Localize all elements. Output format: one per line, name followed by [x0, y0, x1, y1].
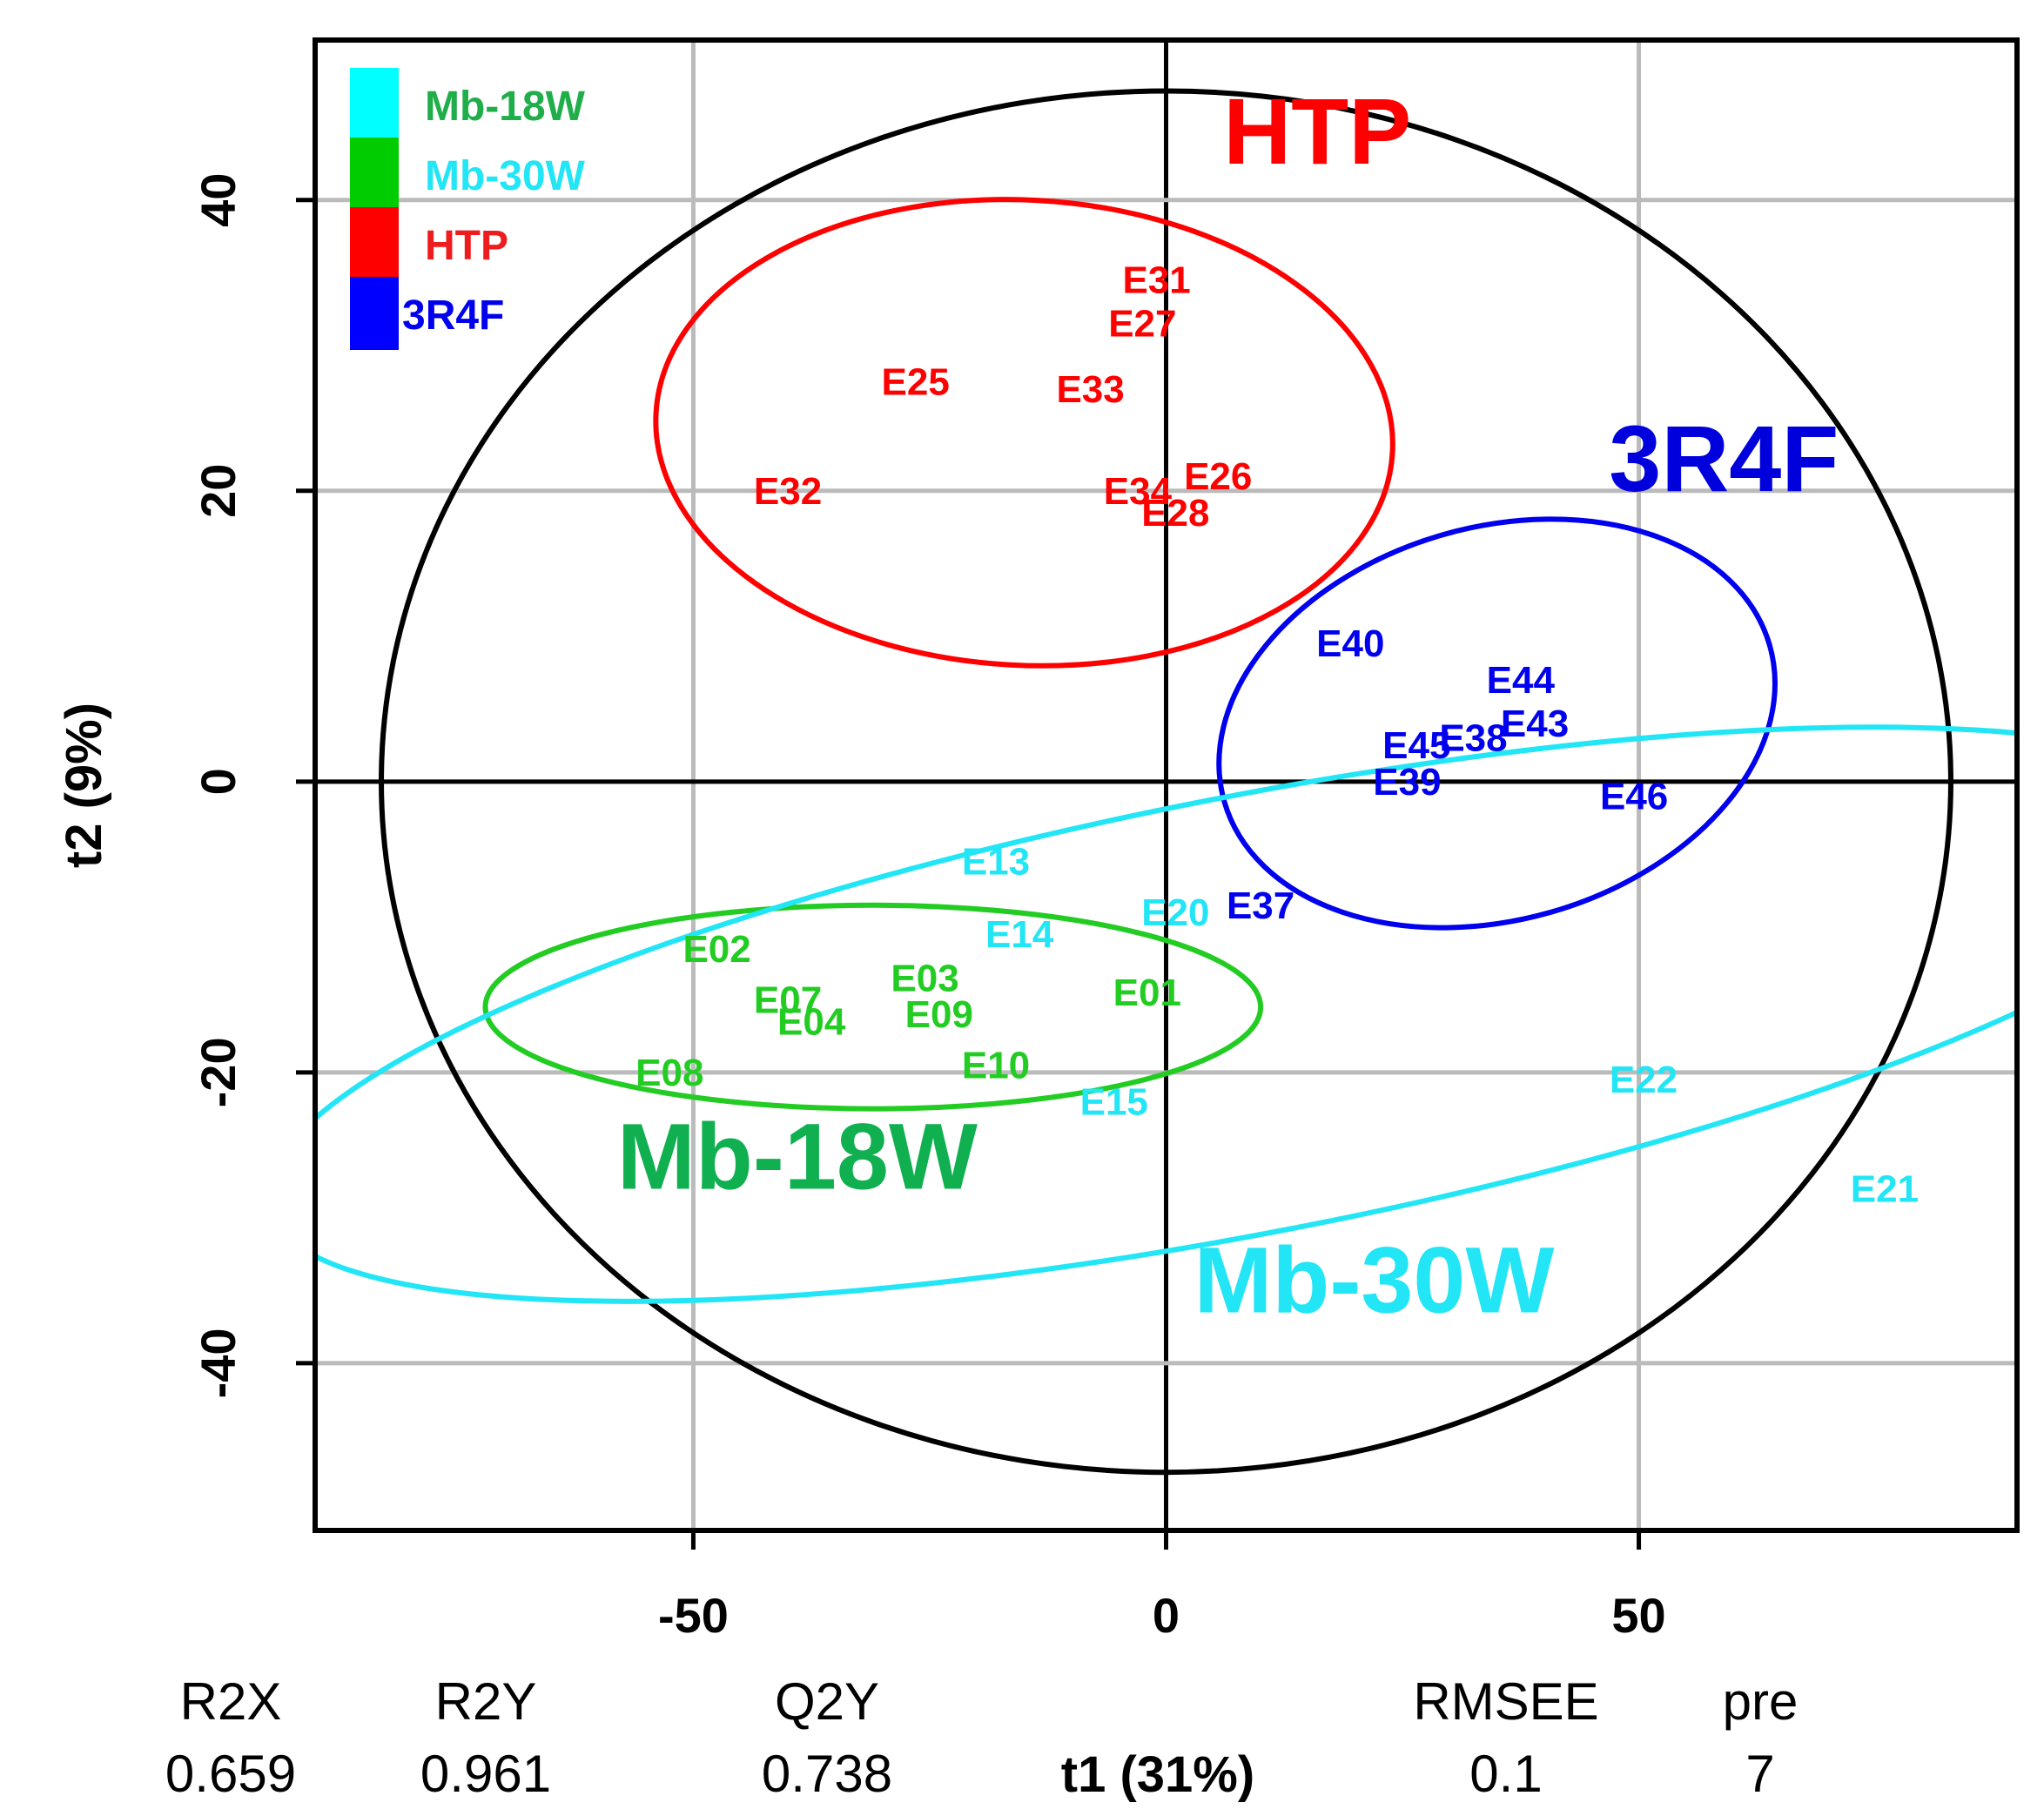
legend: Mb-18W Mb-30W HTP 3R4F — [350, 68, 586, 350]
point-e10: E10 — [962, 1045, 1030, 1087]
model-statistics: R2X 0.659 R2Y 0.961 Q2Y 0.738 RMSEE 0.1 pre 7 — [165, 1672, 1798, 1803]
y-axis-title: t2 (9%) — [56, 703, 112, 868]
axis-ticks: -50 0 50 -40 -20 0 20 40 — [191, 173, 1666, 1643]
point-e39: E39 — [1373, 761, 1441, 804]
x-tick-label: 0 — [1153, 1588, 1180, 1643]
stat-name-r2y: R2Y — [435, 1672, 537, 1731]
point-e27: E27 — [1108, 303, 1176, 346]
group-label-mb-18w: Mb-18W — [617, 1103, 978, 1208]
point-e45: E45 — [1382, 724, 1450, 767]
point-e46: E46 — [1600, 776, 1668, 818]
point-e40: E40 — [1316, 622, 1384, 665]
point-e25: E25 — [882, 361, 950, 404]
legend-label-htp: HTP — [425, 223, 508, 269]
stat-name-q2y: Q2Y — [775, 1672, 879, 1731]
point-e20: E20 — [1141, 891, 1209, 934]
point-e09: E09 — [905, 993, 973, 1036]
point-e32: E32 — [754, 470, 822, 513]
x-tick-label: 50 — [1611, 1588, 1665, 1643]
point-e13: E13 — [962, 841, 1030, 884]
point-e33: E33 — [1056, 368, 1124, 411]
x-tick-label: -50 — [658, 1588, 729, 1643]
stat-name-pre: pre — [1723, 1672, 1799, 1731]
y-tick-label: -20 — [191, 1037, 245, 1107]
stat-value-r2x: 0.659 — [165, 1745, 296, 1803]
point-e07: E07 — [754, 979, 822, 1021]
stat-name-rmsee: RMSEE — [1413, 1672, 1598, 1731]
point-e08: E08 — [635, 1052, 703, 1094]
legend-swatch-htp — [350, 207, 399, 280]
point-e43: E43 — [1501, 703, 1569, 745]
legend-label-mb-18w: Mb-18W — [425, 84, 586, 130]
confidence-ellipses — [315, 88, 2017, 1476]
point-e34: E34 — [1104, 470, 1173, 513]
stat-name-r2x: R2X — [180, 1672, 282, 1731]
overall-hotelling-ellipse — [379, 88, 1953, 1476]
group-label-3r4f: 3R4F — [1609, 406, 1839, 511]
legend-swatch-3r4f — [350, 277, 399, 350]
point-e28: E28 — [1141, 492, 1209, 535]
y-tick-label: 0 — [191, 768, 245, 795]
point-e01: E01 — [1113, 972, 1181, 1014]
y-tick-label: 40 — [191, 173, 245, 227]
point-e14: E14 — [985, 913, 1054, 956]
point-e31: E31 — [1122, 259, 1190, 302]
stat-value-q2y: 0.738 — [762, 1745, 892, 1803]
legend-label-mb-30w: Mb-30W — [425, 153, 586, 199]
point-e21: E21 — [1851, 1167, 1919, 1210]
ellipse-htp — [653, 197, 1395, 669]
point-e15: E15 — [1080, 1080, 1148, 1123]
point-e02: E02 — [682, 928, 750, 971]
group-label-mb-30w: Mb-30W — [1193, 1227, 1554, 1332]
point-e03: E03 — [891, 957, 958, 999]
legend-label-3r4f: 3R4F — [402, 293, 504, 339]
stat-value-pre: 7 — [1745, 1745, 1774, 1803]
y-tick-label: -40 — [191, 1328, 245, 1398]
ellipse-mb-30w — [315, 724, 2017, 1304]
point-e26: E26 — [1184, 455, 1252, 498]
point-e37: E37 — [1227, 884, 1294, 927]
group-label-htp: HTP — [1223, 78, 1411, 184]
ellipse-3r4f — [1216, 516, 1778, 931]
stat-value-r2y: 0.961 — [420, 1745, 551, 1803]
stat-value-rmsee: 0.1 — [1469, 1745, 1542, 1803]
point-e44: E44 — [1487, 659, 1556, 702]
group-labels: HTP 3R4F Mb-18W Mb-30W — [617, 78, 1839, 1332]
point-e04: E04 — [777, 1000, 846, 1043]
legend-swatch-mb-30w — [350, 138, 399, 211]
y-tick-label: 20 — [191, 464, 245, 518]
legend-swatch-mb-18w — [350, 68, 399, 141]
x-axis-title: t1 (31%) — [1061, 1746, 1254, 1803]
point-e38: E38 — [1439, 717, 1507, 760]
ellipse-mb-18w — [482, 902, 1264, 1112]
point-e22: E22 — [1610, 1059, 1678, 1101]
